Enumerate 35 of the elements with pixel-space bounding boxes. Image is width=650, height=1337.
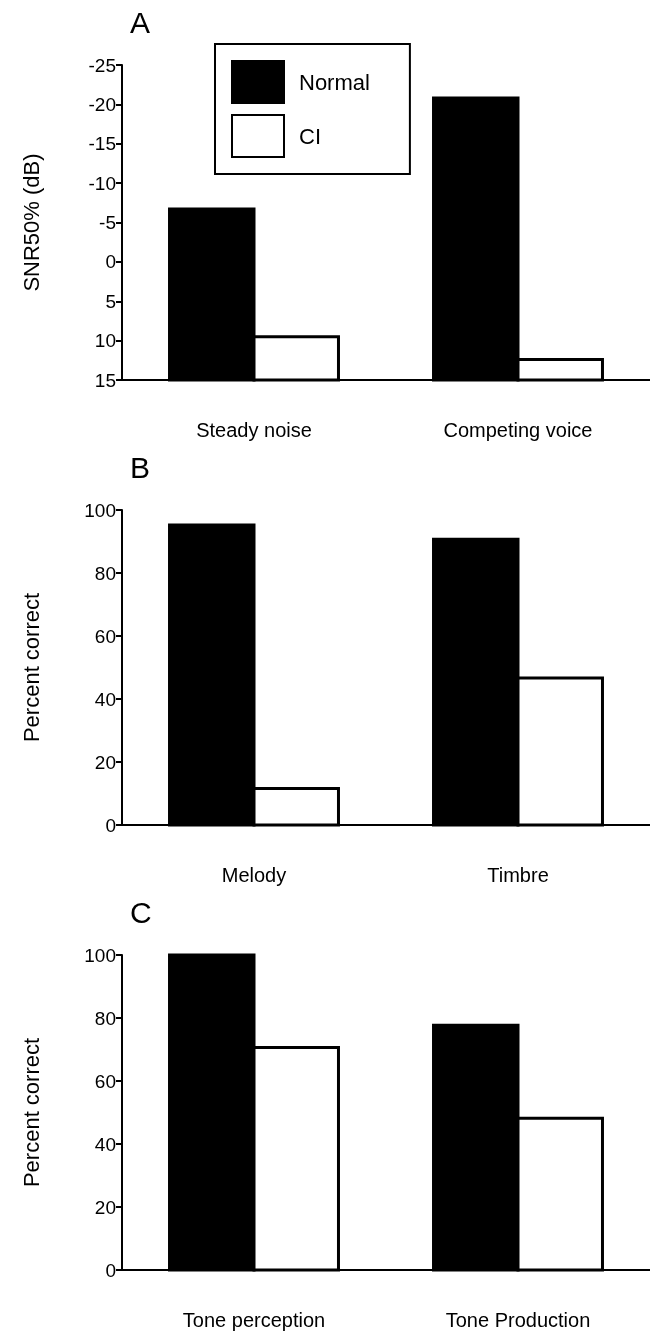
y-tick-label: -15	[88, 133, 116, 155]
x-tick-label: Tone Production	[445, 1309, 591, 1331]
y-tick-label: 60	[94, 625, 116, 647]
y-tick-label: 80	[94, 562, 116, 584]
y-tick-label: 0	[105, 251, 116, 273]
y-tick-label: -20	[88, 93, 116, 115]
x-tick-label: Steady noise	[196, 419, 312, 441]
y-tick-label: 10	[94, 330, 116, 352]
y-tick-label: 0	[105, 814, 116, 836]
y-tick-label: 15	[94, 369, 116, 391]
y-tick-label: -5	[99, 212, 116, 233]
y-tick-label: -10	[88, 172, 116, 194]
x-tick-label: Tone perception	[182, 1309, 326, 1331]
chart-title: C	[130, 895, 152, 929]
y-axis-title: SNR50% (dB)	[18, 153, 44, 292]
x-tick-label: Melody	[221, 864, 287, 886]
y-tick-label: 60	[94, 1070, 116, 1092]
y-tick-label: 40	[94, 688, 116, 710]
y-tick-label: 20	[94, 751, 116, 773]
y-axis-title: Percent correct	[18, 592, 44, 743]
y-tick-label: 100	[84, 499, 116, 521]
legend-label: CI	[299, 123, 321, 149]
y-tick-label: 40	[94, 1133, 116, 1155]
legend-label: Normal	[299, 69, 370, 95]
y-tick-label: -25	[88, 54, 116, 76]
y-tick-label: 100	[84, 944, 116, 966]
y-axis-title: Percent correct	[18, 1037, 44, 1188]
x-tick-label: Competing voice	[443, 419, 593, 441]
y-tick-label: 20	[94, 1196, 116, 1218]
y-tick-label: 5	[105, 290, 116, 312]
y-tick-label: 0	[105, 1259, 116, 1281]
y-tick-label: 80	[94, 1007, 116, 1029]
chart-title: A	[130, 5, 151, 39]
chart-title: B	[130, 450, 151, 484]
x-tick-label: Timbre	[487, 864, 549, 886]
